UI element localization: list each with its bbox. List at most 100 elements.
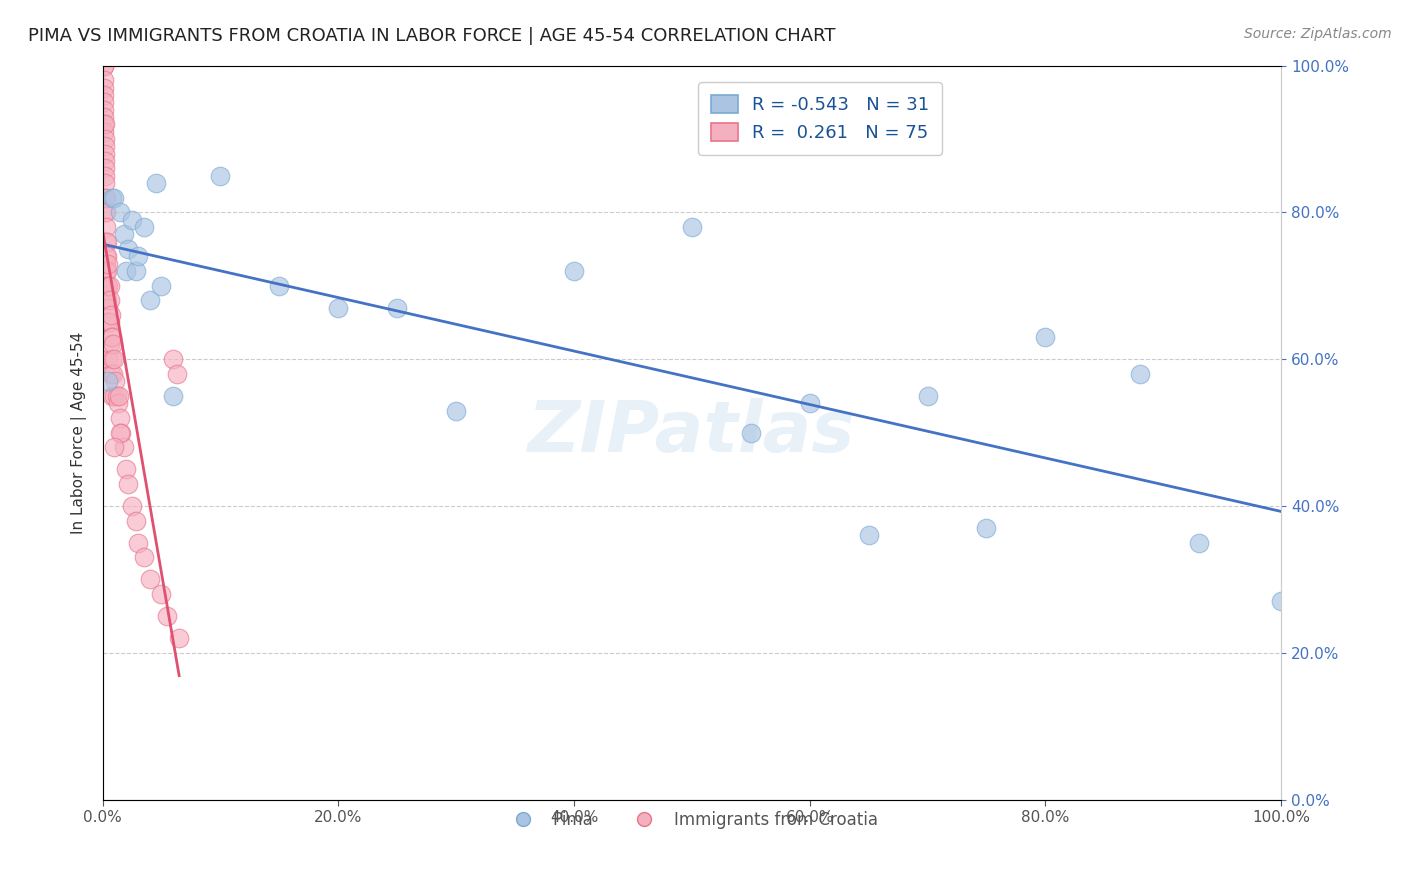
Point: [94, 205, 117, 219]
Point: [94, 257, 117, 271]
Point: [96, 235, 118, 249]
Point: [444, 403, 467, 417]
Point: [96, 293, 118, 308]
Point: [108, 205, 131, 219]
Point: [108, 425, 131, 440]
Point: [1270, 594, 1292, 608]
Point: [976, 521, 998, 535]
Point: [115, 264, 138, 278]
Text: ZIPatlas: ZIPatlas: [529, 398, 855, 467]
Point: [385, 301, 408, 315]
Point: [93, 73, 115, 87]
Point: [97, 257, 120, 271]
Point: [1035, 330, 1057, 344]
Point: [138, 572, 160, 586]
Point: [740, 425, 762, 440]
Point: [93, 117, 115, 131]
Point: [127, 535, 149, 549]
Point: [94, 176, 117, 190]
Point: [94, 146, 117, 161]
Point: [94, 161, 117, 176]
Point: [103, 389, 125, 403]
Point: [93, 80, 115, 95]
Point: [166, 367, 188, 381]
Point: [108, 389, 131, 403]
Point: [94, 278, 117, 293]
Point: [127, 249, 149, 263]
Point: [124, 264, 146, 278]
Point: [101, 337, 124, 351]
Point: [101, 352, 124, 367]
Point: [138, 293, 160, 308]
Point: [94, 117, 117, 131]
Point: [94, 249, 117, 263]
Point: [94, 169, 117, 183]
Point: [108, 410, 131, 425]
Point: [94, 264, 117, 278]
Point: [115, 462, 138, 476]
Text: PIMA VS IMMIGRANTS FROM CROATIA IN LABOR FORCE | AGE 45-54 CORRELATION CHART: PIMA VS IMMIGRANTS FROM CROATIA IN LABOR…: [28, 27, 835, 45]
Point: [94, 293, 117, 308]
Point: [100, 308, 122, 322]
Point: [110, 425, 132, 440]
Point: [98, 337, 121, 351]
Point: [799, 396, 821, 410]
Point: [124, 514, 146, 528]
Point: [97, 278, 120, 293]
Point: [94, 132, 117, 146]
Point: [93, 95, 115, 110]
Point: [156, 609, 179, 624]
Point: [162, 389, 184, 403]
Y-axis label: In Labor Force | Age 45-54: In Labor Force | Age 45-54: [72, 332, 87, 533]
Point: [1187, 535, 1209, 549]
Point: [94, 205, 117, 219]
Point: [93, 103, 115, 117]
Point: [167, 631, 190, 645]
Text: Source: ZipAtlas.com: Source: ZipAtlas.com: [1244, 27, 1392, 41]
Point: [112, 440, 135, 454]
Point: [93, 59, 115, 73]
Point: [98, 278, 121, 293]
Point: [97, 374, 120, 388]
Point: [94, 220, 117, 235]
Point: [104, 374, 127, 388]
Point: [101, 389, 124, 403]
Point: [1129, 367, 1152, 381]
Point: [98, 316, 121, 330]
Point: [132, 550, 155, 565]
Point: [97, 316, 120, 330]
Point: [94, 191, 117, 205]
Point: [101, 367, 124, 381]
Point: [121, 499, 143, 513]
Point: [97, 352, 120, 367]
Point: [117, 242, 139, 256]
Point: [858, 528, 880, 542]
Point: [93, 125, 115, 139]
Point: [121, 212, 143, 227]
Point: [97, 301, 120, 315]
Point: [96, 278, 118, 293]
Point: [93, 87, 115, 102]
Point: [100, 367, 122, 381]
Point: [562, 264, 585, 278]
Point: [917, 389, 939, 403]
Point: [103, 191, 125, 205]
Point: [103, 352, 125, 367]
Point: [150, 587, 173, 601]
Point: [103, 440, 125, 454]
Point: [96, 264, 118, 278]
Point: [132, 220, 155, 235]
Point: [269, 278, 291, 293]
Point: [328, 301, 350, 315]
Point: [100, 330, 122, 344]
Point: [150, 278, 173, 293]
Point: [112, 227, 135, 242]
Point: [96, 316, 118, 330]
Point: [145, 176, 167, 190]
Point: [96, 249, 118, 263]
Point: [93, 110, 115, 124]
Point: [105, 389, 128, 403]
Point: [94, 235, 117, 249]
Legend: Pima, Immigrants from Croatia: Pima, Immigrants from Croatia: [499, 804, 884, 835]
Point: [209, 169, 232, 183]
